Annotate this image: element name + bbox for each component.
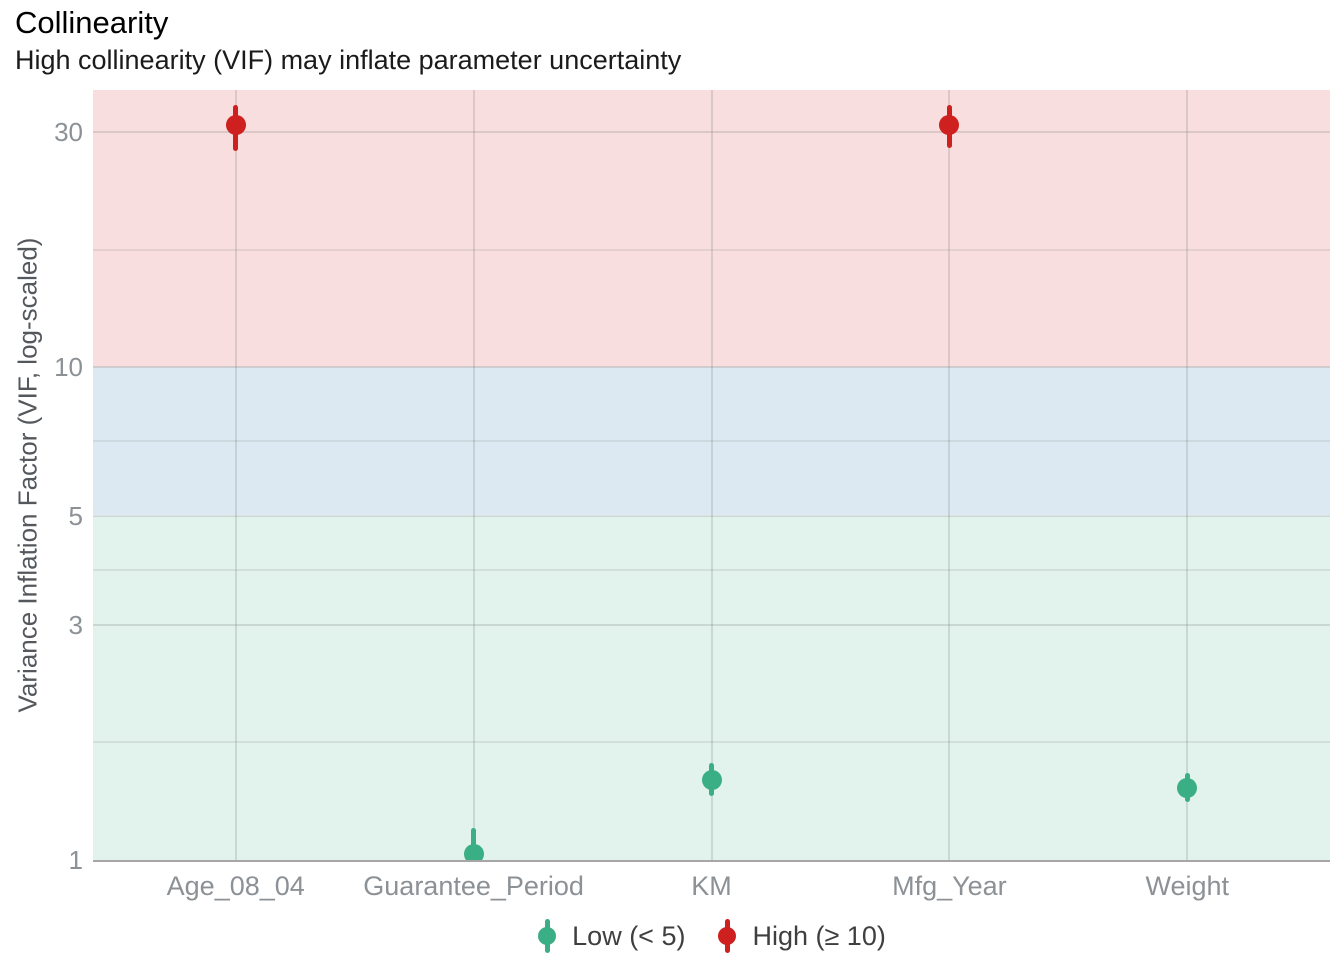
plot-title: Collinearity — [15, 5, 169, 40]
pointrange-key-icon — [717, 916, 737, 956]
x-tick-KM: KM — [691, 871, 732, 901]
v-gridline-Guarantee_Period — [472, 90, 475, 860]
minor-gridline — [93, 741, 1330, 744]
v-gridline-Mfg_Year — [948, 90, 951, 860]
point-Weight — [1177, 777, 1198, 798]
x-tick-Guarantee_Period: Guarantee_Period — [363, 871, 584, 901]
y-tick-1: 1 — [68, 845, 83, 875]
pointrange-key-icon — [537, 916, 557, 956]
v-gridline-Age_08_04 — [234, 90, 237, 860]
plot-subtitle: High collinearity (VIF) may inflate para… — [15, 45, 682, 75]
x-tick-Weight: Weight — [1145, 871, 1230, 901]
y-tick-5: 5 — [68, 500, 83, 531]
x-tick-Mfg_Year: Mfg_Year — [892, 871, 1007, 901]
band-low — [93, 515, 1330, 860]
point-Age_08_04 — [225, 114, 246, 135]
y-tick-30: 30 — [54, 116, 83, 147]
point-KM — [701, 770, 722, 791]
y-axis-title: Variance Inflation Factor (VIF, log-scal… — [12, 237, 43, 713]
point-Mfg_Year — [939, 114, 960, 135]
legend-item-label: Low (< 5) — [572, 920, 686, 951]
major-gridline — [93, 514, 1330, 517]
band-high — [93, 90, 1330, 368]
x-tick-Age_08_04: Age_08_04 — [166, 871, 305, 901]
y-tick-3: 3 — [68, 609, 83, 640]
legend-item-1: High (≥ 10) — [717, 916, 886, 956]
minor-gridline — [93, 248, 1330, 251]
v-gridline-KM — [710, 90, 713, 860]
legend-key-dot — [718, 927, 737, 945]
major-gridline — [93, 623, 1330, 626]
y-tick-10: 10 — [54, 352, 83, 383]
major-gridline — [93, 130, 1330, 133]
major-gridline — [93, 366, 1330, 369]
legend-item-0: Low (< 5) — [537, 916, 685, 956]
legend-item-label: High (≥ 10) — [752, 920, 886, 951]
minor-gridline — [93, 440, 1330, 443]
legend-key-dot — [538, 927, 557, 945]
legend: Low (< 5) High (≥ 10) — [93, 911, 1330, 960]
v-gridline-Weight — [1186, 90, 1189, 860]
plot-panel — [93, 90, 1330, 862]
minor-gridline — [93, 569, 1330, 572]
point-Guarantee_Period — [463, 843, 484, 860]
band-moderate — [93, 367, 1330, 516]
